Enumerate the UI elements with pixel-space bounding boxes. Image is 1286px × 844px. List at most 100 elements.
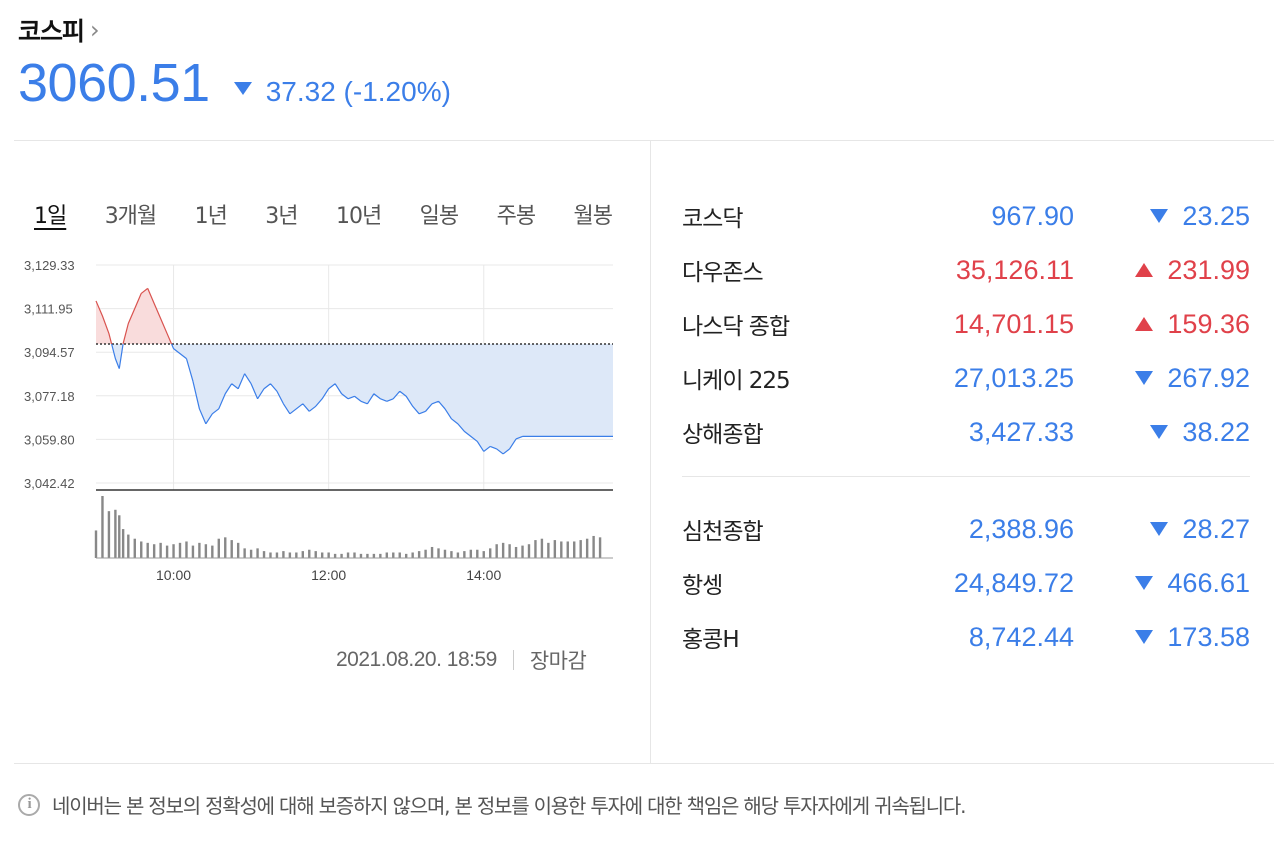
index-row[interactable]: 홍콩H 8,742.44 173.58 bbox=[682, 610, 1250, 664]
volume-bar bbox=[140, 541, 143, 558]
y-tick-label: 3,059.80 bbox=[24, 432, 75, 447]
volume-bar bbox=[398, 552, 401, 558]
index-value: 2,388.96 bbox=[968, 513, 1074, 544]
volume-bar bbox=[411, 552, 414, 558]
indices-group-2: 심천종합 2,388.96 28.27 항셍 24,849.72 466.61 홍콩H 8,7… bbox=[682, 502, 1250, 664]
down-arrow-icon bbox=[1135, 630, 1154, 644]
volume-bar bbox=[121, 529, 125, 558]
volume-bar bbox=[417, 551, 421, 558]
volume-bar bbox=[308, 549, 311, 558]
volume-bar bbox=[489, 548, 492, 558]
index-name[interactable]: 코스닥 bbox=[682, 206, 743, 232]
volume-bar bbox=[275, 552, 279, 558]
volume-bar bbox=[430, 546, 434, 558]
index-change: 173.58 bbox=[1074, 622, 1250, 653]
volume-bar bbox=[107, 511, 111, 558]
y-tick-label: 3,111.95 bbox=[24, 302, 73, 317]
volume-bar bbox=[598, 537, 602, 558]
y-axis-labels: 3,129.33 3,111.95 3,094.57 3,077.18 3,059.80… bbox=[24, 258, 75, 491]
tab-monthly[interactable]: 월봉 bbox=[573, 204, 613, 229]
volume-bar bbox=[282, 551, 285, 558]
bottom-divider bbox=[14, 763, 1274, 764]
volume-bar bbox=[204, 544, 208, 558]
intraday-chart[interactable]: 3,129.33 3,111.95 3,094.57 3,077.18 3,059.80… bbox=[10, 250, 630, 590]
top-divider bbox=[14, 140, 1274, 141]
volume-bar bbox=[320, 552, 324, 558]
volume-bar bbox=[476, 549, 479, 558]
index-name[interactable]: 다우존스 bbox=[682, 260, 764, 286]
volume-bar bbox=[463, 551, 466, 558]
tab-3year[interactable]: 3년 bbox=[265, 204, 298, 229]
index-change: 23.25 bbox=[1074, 201, 1250, 232]
volume-bar bbox=[133, 538, 136, 558]
index-change: 28.27 bbox=[1074, 514, 1250, 545]
index-change-value: 267.92 bbox=[1167, 362, 1250, 393]
up-arrow-icon bbox=[1135, 263, 1154, 277]
index-change: 267.92 bbox=[1074, 363, 1250, 394]
index-name[interactable]: 심천종합 bbox=[682, 519, 764, 545]
tab-daily[interactable]: 일봉 bbox=[419, 204, 459, 229]
index-name[interactable]: 니케이 225 bbox=[682, 368, 791, 394]
index-change-value: 28.27 bbox=[1182, 513, 1250, 544]
index-value: 27,013.25 bbox=[953, 362, 1074, 393]
indices-divider bbox=[682, 476, 1250, 477]
volume-bar bbox=[540, 538, 544, 558]
volume-bar bbox=[340, 553, 343, 558]
index-value: 24,849.72 bbox=[953, 567, 1074, 598]
index-name[interactable]: 항셍 bbox=[682, 573, 723, 599]
volume-bar bbox=[359, 553, 363, 558]
volume-bar bbox=[534, 540, 537, 558]
index-row[interactable]: 항셍 24,849.72 466.61 bbox=[682, 556, 1250, 610]
index-row[interactable]: 상해종합 3,427.33 38.22 bbox=[682, 405, 1250, 459]
volume-bar bbox=[288, 552, 292, 558]
index-row[interactable]: 심천종합 2,388.96 28.27 bbox=[682, 502, 1250, 556]
volume-bars bbox=[94, 496, 602, 558]
volume-bar bbox=[269, 552, 272, 558]
volume-bar bbox=[469, 549, 473, 558]
tab-1year[interactable]: 1년 bbox=[194, 204, 228, 229]
volume-bar bbox=[443, 549, 447, 558]
current-price: 3060.51 bbox=[18, 53, 210, 113]
index-change-value: 159.36 bbox=[1167, 308, 1250, 339]
index-row[interactable]: 나스닥 종합 14,701.15 159.36 bbox=[682, 297, 1250, 351]
index-value: 3,427.33 bbox=[968, 416, 1074, 447]
index-change-value: 38.22 bbox=[1182, 416, 1250, 447]
volume-bar bbox=[327, 552, 330, 558]
volume-bar bbox=[217, 538, 220, 558]
volume-bar bbox=[405, 553, 408, 558]
index-change-value: 231.99 bbox=[1167, 254, 1250, 285]
chevron-right-icon[interactable]: › bbox=[90, 16, 100, 44]
volume-bar bbox=[353, 552, 356, 558]
down-arrow-icon bbox=[1135, 371, 1154, 385]
volume-bar bbox=[573, 541, 576, 558]
tab-3month[interactable]: 3개월 bbox=[104, 204, 157, 229]
index-value: 8,742.44 bbox=[968, 621, 1074, 652]
volume-bar bbox=[508, 544, 511, 558]
index-name[interactable]: 상해종합 bbox=[682, 422, 764, 448]
index-change: 466.61 bbox=[1074, 568, 1250, 599]
price-change: 37.32 (-1.20%) bbox=[265, 76, 451, 107]
index-name[interactable]: 홍콩H bbox=[682, 627, 740, 653]
volume-bar bbox=[172, 544, 175, 558]
index-row[interactable]: 니케이 225 27,013.25 267.92 bbox=[682, 351, 1250, 405]
index-row[interactable]: 코스닥 967.90 23.25 bbox=[682, 189, 1250, 243]
volume-bar bbox=[198, 542, 201, 558]
index-name[interactable]: 나스닥 종합 bbox=[682, 314, 790, 340]
x-tick-label: 14:00 bbox=[466, 567, 501, 583]
tab-weekly[interactable]: 주봉 bbox=[496, 204, 536, 229]
volume-bar bbox=[165, 545, 169, 558]
y-tick-label: 3,094.57 bbox=[24, 345, 75, 360]
volume-bar bbox=[127, 534, 130, 558]
tab-10year[interactable]: 10년 bbox=[335, 204, 382, 229]
separator bbox=[512, 650, 514, 670]
y-tick-label: 3,042.42 bbox=[24, 476, 75, 491]
tab-1day[interactable]: 1일 bbox=[34, 204, 67, 229]
index-title[interactable]: 코스피 bbox=[18, 17, 85, 46]
title-row[interactable]: 코스피 › bbox=[18, 12, 451, 48]
index-value: 14,701.15 bbox=[953, 308, 1074, 339]
disclaimer-text: 네이버는 본 정보의 정확성에 대해 보증하지 않으며, 본 정보를 이용한 투… bbox=[52, 794, 966, 818]
index-row[interactable]: 다우존스 35,126.11 231.99 bbox=[682, 243, 1250, 297]
index-change: 159.36 bbox=[1074, 309, 1250, 340]
volume-bar bbox=[101, 496, 104, 558]
volume-bar bbox=[547, 542, 550, 558]
